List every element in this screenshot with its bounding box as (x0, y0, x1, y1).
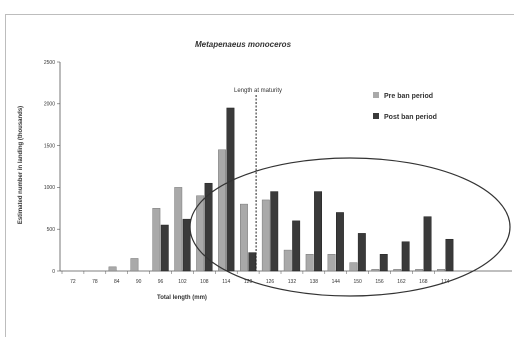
highlight-ellipse (189, 157, 511, 297)
x-tick-label: 168 (419, 279, 428, 285)
bar-pre-ban (371, 269, 380, 272)
x-tick-label: 120 (244, 279, 253, 285)
bar-post-ban (292, 220, 301, 272)
bar-pre-ban (283, 249, 292, 272)
bar-pre-ban (152, 208, 161, 272)
bar-post-ban (248, 252, 257, 272)
bar-post-ban (336, 212, 344, 272)
x-tick-label: 108 (200, 279, 209, 285)
x-tick-label: 96 (158, 279, 164, 285)
bar-post-ban (445, 238, 454, 272)
bar-post-ban (270, 191, 279, 272)
y-tick-label: 1000 (44, 185, 55, 191)
legend-label-post: Post ban period (384, 114, 437, 121)
bar-post-ban (401, 241, 410, 272)
bar-pre-ban (108, 266, 117, 272)
frame-border-left (5, 14, 6, 337)
x-tick-label: 156 (375, 279, 384, 285)
x-tick-label: 126 (266, 279, 275, 285)
x-tick-label: 84 (114, 279, 120, 285)
x-tick-label: 138 (310, 279, 319, 285)
x-tick-label: 102 (178, 279, 187, 285)
bar-pre-ban (327, 254, 336, 272)
x-tick-label: 144 (332, 279, 341, 285)
bar-post-ban (226, 107, 235, 272)
bar-pre-ban (261, 199, 270, 272)
legend-swatch-pre (373, 92, 379, 98)
x-tick-label: 132 (288, 279, 297, 285)
bar-pre-ban (393, 269, 402, 272)
x-tick-label: 114 (222, 279, 230, 285)
x-tick-label: 72 (70, 279, 76, 285)
y-axis-label: Estimated number in landing (thousands) (18, 106, 24, 224)
legend: Pre ban period Post ban period (373, 92, 437, 121)
bar-post-ban (314, 191, 323, 272)
bar-pre-ban (349, 262, 358, 272)
bar-pre-ban (130, 258, 139, 272)
bar-pre-ban (305, 254, 314, 272)
bar-pre-ban (240, 203, 248, 272)
chart-title: Metapenaeus monoceros (195, 40, 292, 49)
legend-label-pre: Pre ban period (384, 93, 433, 100)
bar-pre-ban (415, 269, 424, 272)
y-tick-label: 0 (52, 269, 55, 275)
y-tick-label: 1500 (44, 143, 55, 149)
bar-post-ban (160, 224, 169, 272)
plot-area: 0 500 1000 1500 2000 2500 72 78 84 90 96 102 108 114 1… (44, 60, 512, 285)
x-tick-label: 150 (353, 279, 362, 285)
bar-post-ban (182, 218, 191, 272)
bar-pre-ban (196, 195, 205, 272)
maturity-annotation: Length at maturity (234, 88, 282, 94)
bar-pre-ban (437, 269, 446, 272)
y-tick-label: 2000 (44, 102, 55, 108)
bar-post-ban (357, 233, 366, 272)
bar-pre-ban (218, 149, 227, 272)
bar-pre-ban (174, 187, 183, 272)
bar-post-ban (204, 182, 213, 272)
x-tick-label: 162 (397, 279, 406, 285)
x-axis-label: Total length (mm) (157, 295, 207, 301)
y-tick-label: 500 (47, 227, 56, 233)
x-tick-label: 78 (92, 279, 98, 285)
bar-post-ban (423, 216, 432, 272)
bar-post-ban (379, 254, 388, 272)
legend-swatch-post (373, 113, 379, 119)
x-tick-label: 90 (136, 279, 142, 285)
y-tick-label: 2500 (44, 60, 55, 66)
frame-border-top (5, 14, 514, 15)
